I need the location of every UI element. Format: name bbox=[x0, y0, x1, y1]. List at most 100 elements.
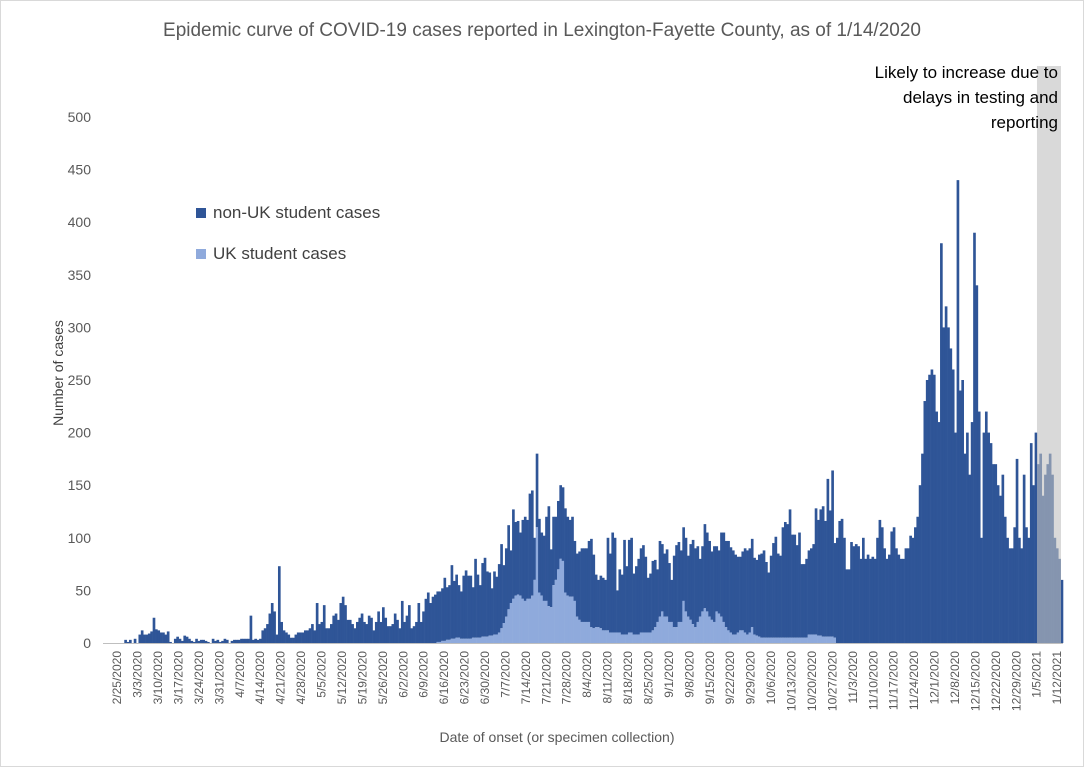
bar-non-uk bbox=[1022, 474, 1026, 643]
x-tick-label: 8/25/2020 bbox=[641, 651, 655, 705]
bar-non-uk bbox=[247, 638, 250, 643]
bar-uk bbox=[665, 616, 669, 643]
bar-uk bbox=[781, 637, 785, 643]
bar-uk bbox=[509, 603, 513, 643]
bar-uk bbox=[609, 632, 612, 643]
bar-non-uk bbox=[155, 629, 158, 643]
bar-uk bbox=[765, 637, 768, 643]
bar-non-uk bbox=[405, 615, 409, 643]
bar-non-uk bbox=[575, 553, 579, 617]
bar-non-uk bbox=[843, 537, 846, 643]
x-tick-label: 7/7/2020 bbox=[498, 651, 512, 698]
bar-non-uk bbox=[824, 520, 827, 637]
bar-uk bbox=[521, 598, 525, 643]
bar-uk bbox=[512, 598, 515, 643]
bar-non-uk bbox=[710, 551, 714, 620]
bar-non-uk bbox=[126, 641, 130, 643]
x-tick-label: 12/8/2020 bbox=[948, 651, 962, 705]
bar-non-uk bbox=[410, 628, 414, 643]
bar-non-uk bbox=[244, 638, 248, 643]
bar-non-uk bbox=[266, 624, 269, 643]
bar-non-uk bbox=[417, 603, 421, 643]
bar-non-uk bbox=[857, 546, 860, 643]
y-axis-title: Number of cases bbox=[50, 320, 66, 426]
bar-uk bbox=[715, 611, 719, 643]
bar-non-uk bbox=[419, 621, 423, 643]
x-tick-label: 1/12/2021 bbox=[1050, 651, 1064, 705]
bar-non-uk bbox=[519, 532, 522, 596]
bar-uk bbox=[637, 634, 641, 643]
bar-uk bbox=[523, 600, 527, 643]
bar-uk bbox=[653, 627, 657, 643]
bar-non-uk bbox=[490, 588, 494, 636]
bar-non-uk bbox=[431, 596, 435, 643]
bar-non-uk bbox=[878, 519, 882, 643]
bar-non-uk bbox=[932, 374, 936, 643]
bar-non-uk bbox=[859, 558, 863, 643]
bar-non-uk bbox=[911, 537, 915, 643]
bar-non-uk bbox=[372, 630, 376, 643]
bar-non-uk bbox=[869, 558, 872, 643]
x-tick-label: 10/13/2020 bbox=[785, 651, 799, 711]
bar-uk bbox=[538, 592, 541, 643]
bar-non-uk bbox=[663, 553, 667, 617]
bar-non-uk bbox=[157, 630, 161, 643]
bar-uk bbox=[760, 637, 763, 643]
bar-uk bbox=[464, 638, 468, 643]
bar-non-uk bbox=[235, 639, 239, 643]
bar-uk bbox=[450, 638, 454, 643]
bar-non-uk bbox=[1018, 537, 1021, 643]
x-tick-label: 7/14/2020 bbox=[519, 651, 533, 705]
bar-non-uk bbox=[613, 537, 617, 633]
bar-uk bbox=[772, 637, 775, 643]
bar-uk bbox=[639, 632, 643, 643]
bar-non-uk bbox=[249, 615, 253, 643]
bar-uk bbox=[620, 634, 624, 643]
bar-non-uk bbox=[422, 611, 425, 643]
bar-uk bbox=[526, 598, 529, 643]
bar-non-uk bbox=[914, 527, 917, 643]
bar-non-uk bbox=[947, 327, 950, 643]
bar-non-uk bbox=[178, 638, 182, 643]
bar-non-uk bbox=[181, 640, 184, 643]
bar-uk bbox=[800, 637, 804, 643]
bar-non-uk bbox=[937, 422, 941, 643]
bar-non-uk bbox=[854, 544, 858, 643]
bar-uk bbox=[670, 621, 674, 643]
x-tick-label: 8/4/2020 bbox=[580, 651, 594, 698]
bar-non-uk bbox=[755, 559, 759, 636]
bar-non-uk bbox=[452, 580, 456, 639]
bar-non-uk bbox=[689, 544, 693, 620]
bar-non-uk bbox=[734, 554, 737, 635]
bar-non-uk bbox=[561, 487, 565, 561]
bar-non-uk bbox=[1006, 537, 1009, 643]
bar-non-uk bbox=[1003, 516, 1007, 643]
bar-non-uk bbox=[899, 558, 903, 643]
bar-non-uk bbox=[746, 550, 749, 635]
bar-uk bbox=[533, 579, 536, 643]
chart-title: Epidemic curve of COVID-19 cases reporte… bbox=[163, 20, 921, 41]
legend-swatch-uk bbox=[196, 249, 206, 259]
bar-non-uk bbox=[474, 558, 477, 638]
x-tick-label: 9/15/2020 bbox=[703, 651, 717, 705]
bar-non-uk bbox=[285, 632, 288, 643]
bar-uk bbox=[753, 634, 756, 643]
bar-non-uk bbox=[892, 527, 896, 643]
legend-label-non-uk: non-UK student cases bbox=[213, 203, 381, 222]
bar-non-uk bbox=[831, 470, 834, 637]
bar-uk bbox=[812, 634, 816, 643]
y-tick-label: 0 bbox=[83, 635, 91, 651]
bar-non-uk bbox=[694, 548, 697, 628]
bar-non-uk bbox=[559, 485, 563, 559]
bar-uk bbox=[807, 634, 811, 643]
bar-non-uk bbox=[791, 534, 794, 638]
bar-non-uk bbox=[162, 632, 165, 643]
x-tick-label: 12/29/2020 bbox=[1009, 651, 1023, 711]
bar-non-uk bbox=[651, 560, 655, 631]
bar-non-uk bbox=[708, 540, 711, 617]
bar-non-uk bbox=[199, 639, 203, 643]
bar-non-uk bbox=[533, 537, 536, 580]
x-tick-label: 7/21/2020 bbox=[539, 651, 553, 705]
bar-non-uk bbox=[282, 630, 286, 643]
bar-non-uk bbox=[486, 571, 489, 637]
